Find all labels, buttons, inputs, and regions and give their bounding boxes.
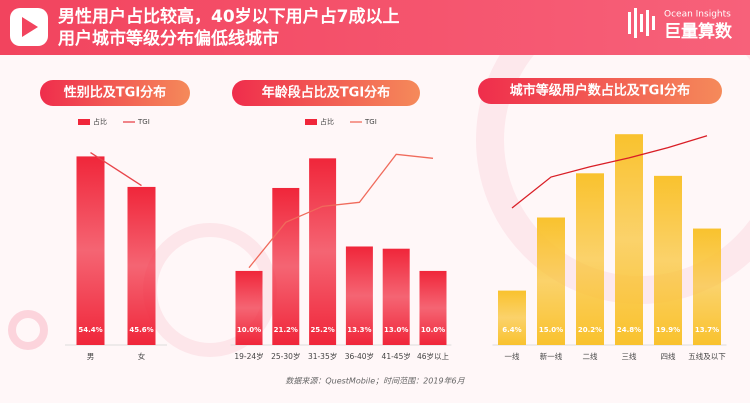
chart-title: 性别比及TGI分布 — [64, 85, 166, 101]
value-label: 21.2% — [274, 326, 298, 334]
value-label: 13.3% — [347, 326, 371, 334]
title-pill — [478, 78, 722, 104]
value-label: 54.4% — [78, 326, 102, 334]
bar — [272, 187, 300, 345]
x-tick-label: 36-40岁 — [345, 351, 374, 361]
brand-zh: 巨量算数 — [664, 21, 733, 42]
bar — [127, 186, 156, 345]
x-tick-label: 男 — [87, 352, 95, 361]
value-label: 6.4% — [502, 326, 521, 334]
brand-en: Ocean Insights — [664, 10, 731, 20]
source-note: 数据来源：QuestMobile；时间范围：2019年6月 — [285, 377, 465, 386]
header-title: 男性用户占比较高，40岁以下用户占7成以上 — [58, 6, 400, 27]
legend-swatch — [78, 119, 90, 125]
x-tick-label: 25-30岁 — [271, 351, 300, 361]
tgi-line — [248, 153, 434, 269]
chart-title: 年龄段占比及TGI分布 — [262, 85, 390, 101]
bar — [654, 175, 682, 345]
header-band — [0, 0, 750, 55]
value-label: 15.0% — [539, 326, 563, 334]
legend-label: 占比 — [320, 117, 334, 126]
value-label: 24.8% — [617, 326, 641, 334]
x-tick-label: 三线 — [622, 351, 637, 361]
x-tick-label: 二线 — [583, 351, 598, 361]
value-label: 10.0% — [237, 326, 261, 334]
bar — [345, 246, 373, 345]
title-pill — [232, 80, 420, 106]
app-logo-icon — [22, 17, 38, 37]
tgi-line — [511, 135, 708, 209]
bar — [76, 156, 105, 345]
bar — [615, 134, 643, 345]
value-label: 19.9% — [656, 326, 680, 334]
bar — [235, 270, 263, 345]
value-label: 25.2% — [310, 326, 334, 334]
bar — [576, 173, 604, 345]
bar — [382, 248, 410, 345]
legend-label: 占比 — [93, 117, 107, 126]
bar — [498, 290, 526, 345]
x-tick-label: 19-24岁 — [234, 351, 263, 361]
x-tick-label: 31-35岁 — [308, 351, 337, 361]
legend-swatch — [305, 119, 317, 125]
x-tick-label: 四线 — [661, 351, 676, 361]
value-label: 13.0% — [384, 326, 408, 334]
x-tick-label: 新一线 — [540, 351, 563, 361]
x-tick-label: 女 — [138, 351, 146, 361]
chart-title: 城市等级用户数占比及TGI分布 — [510, 83, 690, 99]
tgi-line — [90, 152, 142, 187]
bar — [693, 228, 721, 345]
legend-label: TGI — [364, 118, 377, 126]
bar — [309, 158, 337, 345]
header-title: 用户城市等级分布偏低线城市 — [58, 28, 279, 49]
value-label: 20.2% — [578, 326, 602, 334]
legend-label: TGI — [137, 118, 150, 126]
x-tick-label: 五线及以下 — [688, 351, 726, 361]
value-label: 10.0% — [421, 326, 445, 334]
bar — [419, 270, 447, 345]
value-label: 13.7% — [695, 326, 719, 334]
title-pill — [40, 80, 190, 106]
bar — [537, 217, 565, 345]
x-tick-label: 46岁以上 — [417, 351, 450, 361]
x-tick-label: 一线 — [505, 351, 520, 361]
x-tick-label: 41-45岁 — [382, 351, 411, 361]
value-label: 45.6% — [129, 326, 153, 334]
decoration — [8, 310, 48, 350]
brand-icon — [628, 8, 655, 38]
